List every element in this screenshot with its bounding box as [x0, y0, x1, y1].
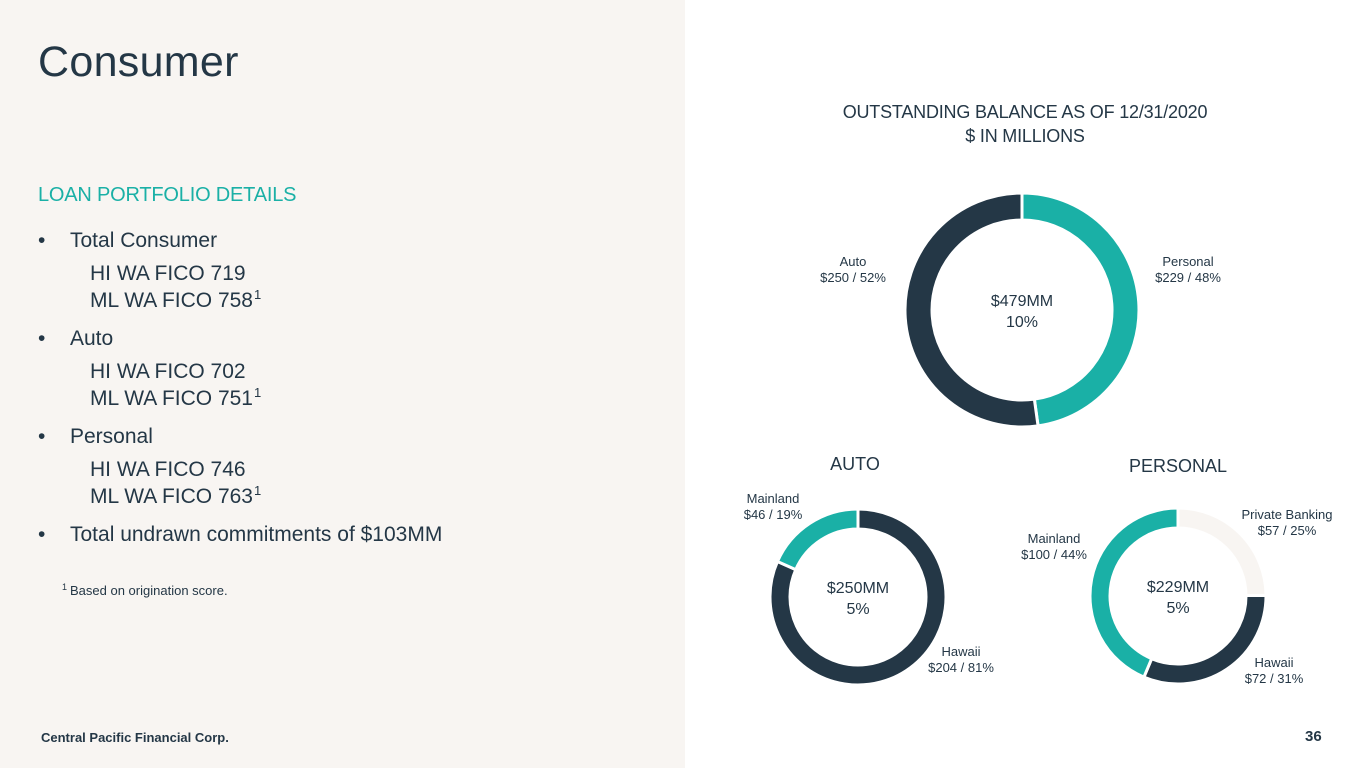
- bullet-dot: •: [38, 229, 46, 252]
- slice-label-total: Personal: [1162, 254, 1213, 269]
- sub-item: HI WA FICO 746: [90, 456, 658, 483]
- slice-label-auto: $204 / 81%: [928, 660, 994, 675]
- bullet-dot: •: [38, 523, 46, 546]
- bullet-dot: •: [38, 425, 46, 448]
- slice-label-personal: $100 / 44%: [1021, 547, 1087, 562]
- donut-center-label-auto: $250MM: [827, 580, 889, 597]
- footnote-text: Based on origination score.: [70, 583, 228, 598]
- bullet-item: • Auto: [38, 324, 658, 354]
- slice-label-total: $250 / 52%: [820, 270, 886, 285]
- sub-list: HI WA FICO 719 ML WA FICO 7581: [38, 256, 658, 324]
- sub-item: ML WA FICO 7511: [90, 385, 658, 414]
- slice-label-auto: Hawaii: [941, 644, 980, 659]
- sub-item: HI WA FICO 702: [90, 358, 658, 385]
- chart-title: OUTSTANDING BALANCE AS OF 12/31/2020 $ I…: [785, 100, 1265, 148]
- donut-center-label-total: $479MM: [991, 293, 1053, 310]
- bullet-label: Personal: [70, 425, 153, 448]
- sub-item-text: HI WA FICO 702: [90, 360, 246, 383]
- sub-list: HI WA FICO 746 ML WA FICO 7631: [38, 452, 658, 520]
- chart-subtitle-personal: PERSONAL: [1129, 456, 1227, 476]
- sub-item: ML WA FICO 7631: [90, 483, 658, 512]
- bullet-label: Auto: [70, 327, 114, 350]
- footnote-ref: 1: [254, 385, 262, 400]
- sub-item-text: ML WA FICO 758: [90, 289, 253, 312]
- donut-slice-auto-mainland: [775, 507, 860, 572]
- slice-label-personal: Mainland: [1028, 531, 1081, 546]
- sub-item-text: ML WA FICO 763: [90, 485, 253, 508]
- slice-label-auto: Mainland: [747, 491, 800, 506]
- slice-label-personal: Private Banking: [1241, 507, 1332, 522]
- donut-center-label-personal: 5%: [1166, 600, 1189, 617]
- donut-slice-total-auto: [903, 191, 1040, 429]
- bullet-item: • Total Consumer: [38, 226, 658, 256]
- sub-item-text: ML WA FICO 751: [90, 387, 253, 410]
- loan-details-list: • Total Consumer HI WA FICO 719 ML WA FICO …: [38, 226, 658, 556]
- page-number: 36: [1305, 728, 1322, 745]
- bullet-label: Total Consumer: [70, 229, 218, 252]
- donut-slice-personal-mainland: [1088, 506, 1180, 680]
- bullet-item: • Total undrawn commitments of $103MM: [38, 520, 658, 550]
- donut-center-label-personal: $229MM: [1147, 579, 1209, 596]
- slice-label-total: $229 / 48%: [1155, 270, 1221, 285]
- slice-label-personal: Hawaii: [1254, 655, 1293, 670]
- footnote-ref: 1: [254, 483, 262, 498]
- chart-subtitle-line: $ IN MILLIONS: [965, 126, 1085, 146]
- donut-center-label-total: 10%: [1006, 314, 1038, 331]
- bullet-item: • Personal: [38, 422, 658, 452]
- left-panel: [0, 0, 685, 768]
- donut-center-label-auto: 5%: [846, 601, 869, 618]
- section-heading: LOAN PORTFOLIO DETAILS: [38, 184, 297, 206]
- sub-list: HI WA FICO 702 ML WA FICO 7511: [38, 354, 658, 422]
- footnote-marker: 1: [62, 582, 68, 592]
- sub-item-text: HI WA FICO 719: [90, 262, 246, 285]
- footnote: 1 Based on origination score.: [62, 582, 228, 598]
- chart-title-line: OUTSTANDING BALANCE AS OF 12/31/2020: [842, 102, 1208, 122]
- sub-item-text: HI WA FICO 746: [90, 458, 246, 481]
- slice-label-auto: $46 / 19%: [744, 507, 803, 522]
- page-title: Consumer: [38, 38, 239, 86]
- bullet-label: Total undrawn commitments of $103MM: [70, 523, 443, 546]
- slice-label-total: Auto: [840, 254, 867, 269]
- chart-subtitle-auto: AUTO: [830, 454, 880, 474]
- sub-item: HI WA FICO 719: [90, 260, 658, 287]
- footnote-ref: 1: [254, 287, 262, 302]
- slice-label-personal: $57 / 25%: [1258, 523, 1317, 538]
- bullet-dot: •: [38, 327, 46, 350]
- sub-item: ML WA FICO 7581: [90, 287, 658, 316]
- donut-slice-auto-hawaii: [768, 507, 948, 687]
- slice-label-personal: $72 / 31%: [1245, 671, 1304, 686]
- company-name: Central Pacific Financial Corp.: [41, 730, 229, 745]
